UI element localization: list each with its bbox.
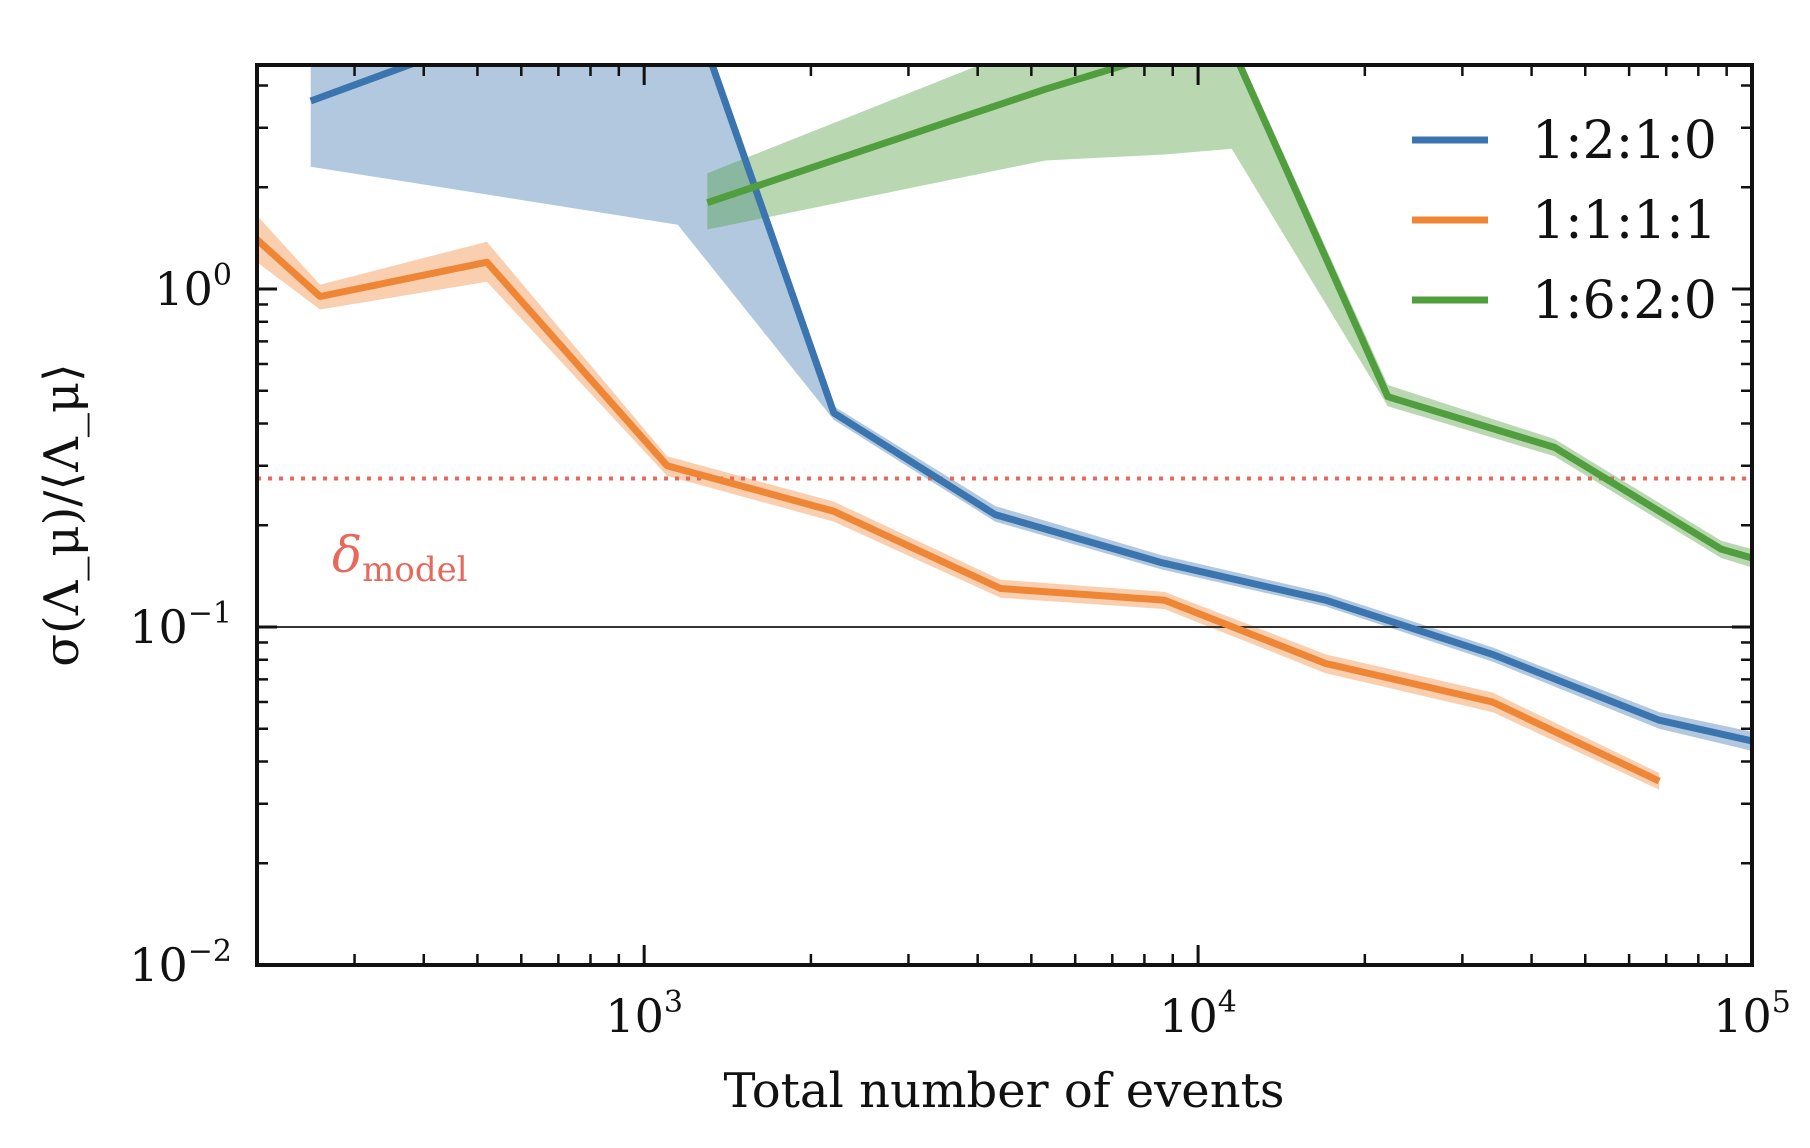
axis-titles: Total number of events σ(Λ_μ)/⟨Λ_μ⟩ [34,363,1285,1119]
legend-label-3: 1:6:2:0 [1532,271,1717,331]
x-tick-label: 105 [1713,985,1791,1043]
delta-model-annotation: δmodel [332,526,468,590]
legend-label-1: 1:2:1:0 [1532,111,1717,171]
line-series-1 [309,65,1752,745]
x-tick-label: 104 [1159,985,1237,1043]
delta-symbol: δ [332,526,362,584]
band-series-2 [257,215,1660,790]
delta-subscript: model [362,550,467,590]
y-tick-label: 100 [154,258,232,316]
legend-label-2: 1:1:1:1 [1532,191,1717,251]
band-series-1 [310,65,1752,751]
tick-labels: 103 104 105 10−2 10−1 100 [129,258,1791,1043]
line-series-3 [706,65,1752,562]
axes [255,63,1754,967]
y-tick-label: 10−2 [129,934,232,992]
y-tick-label: 10−1 [129,596,232,654]
x-axis-label: Total number of events [723,1063,1284,1119]
x-tick-label: 103 [605,985,683,1043]
series-lines [257,65,1752,785]
line-series-2 [257,237,1661,785]
confidence-bands [257,65,1752,790]
legend: 1:2:1:0 1:1:1:1 1:6:2:0 [1412,111,1717,331]
reference-lines [257,476,1752,629]
plot-frame [255,63,1754,967]
y-axis-label: σ(Λ_μ)/⟨Λ_μ⟩ [34,363,90,667]
